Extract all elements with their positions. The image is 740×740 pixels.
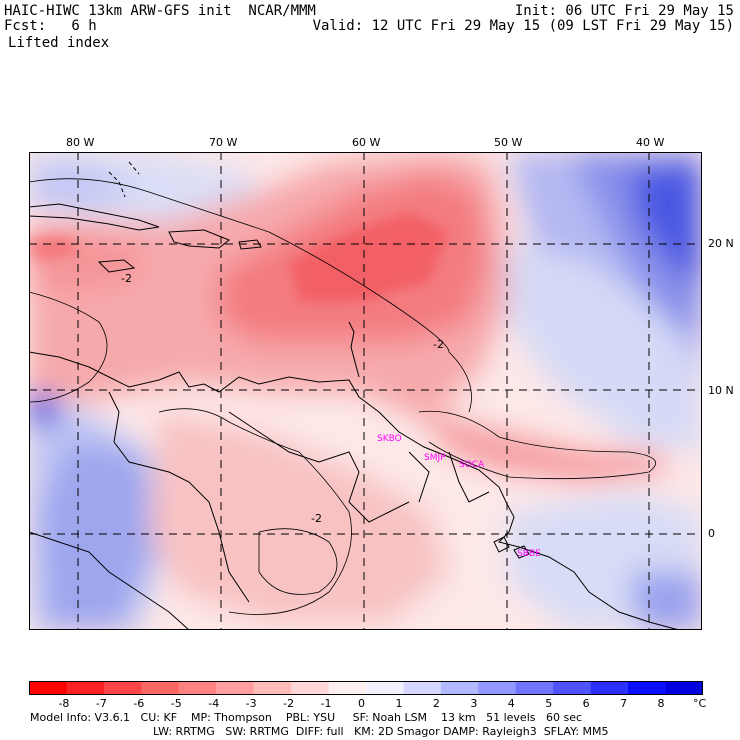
colorbar-swatch [403, 681, 442, 695]
colorbar-tick-label: -2 [283, 697, 295, 710]
lifted-index-map: -2 -2 -2 SKBO SMJP SOCA SBBE [29, 152, 702, 630]
lon-label-40w: 40 W [636, 136, 665, 149]
colorbar-ticks: -8 -7 -6 -5 -4 -3 -2 -1 0 1 2 3 4 5 6 7 8 °C [29, 697, 729, 710]
colorbar-swatch [29, 681, 67, 695]
lon-label-70w: 70 W [209, 136, 238, 149]
colorbar-tick-label: -7 [95, 697, 107, 710]
contour-label: -2 [121, 272, 132, 285]
colorbar-swatch [66, 681, 105, 695]
model-title: HAIC-HIWC 13km ARW-GFS init NCAR/MMM [4, 3, 316, 19]
station-label-skbo: SKBO [377, 434, 402, 444]
contour-label: -2 [433, 338, 444, 351]
lon-label-60w: 60 W [352, 136, 381, 149]
colorbar-swatch [178, 681, 217, 695]
colorbar-swatch [216, 681, 255, 695]
colorbar-unit: °C [693, 697, 707, 710]
footer-physics-info: LW: RRTMG SW: RRTMG DIFF: full KM: 2D Sm… [153, 725, 609, 738]
colorbar-tick-label: 0 [358, 697, 365, 710]
colorbar-tick-label: -6 [133, 697, 145, 710]
lat-label-10n: 10 N [708, 384, 734, 397]
colorbar-swatch [103, 681, 142, 695]
colorbar-tick-label: 4 [507, 697, 515, 710]
station-label-soca: SOCA [459, 460, 485, 470]
colorbar-frame [29, 681, 703, 695]
colorbar-swatch [628, 681, 667, 695]
colorbar-swatch [553, 681, 592, 695]
colorbar-tick-label: 6 [582, 697, 590, 710]
footer-model-info: Model Info: V3.6.1 CU: KF MP: Thompson P… [30, 711, 583, 724]
colorbar [29, 681, 703, 695]
contour-label: -2 [311, 512, 322, 525]
field-label: Lifted index [8, 35, 110, 51]
colorbar-swatch [366, 681, 404, 695]
colorbar-swatch [328, 681, 367, 695]
colorbar-swatch [665, 681, 703, 695]
colorbar-tick-label: -3 [245, 697, 257, 710]
lat-lon-grid [29, 152, 702, 630]
colorbar-swatch [515, 681, 554, 695]
station-label-smjp: SMJP [424, 453, 446, 463]
colorbar-swatch [253, 681, 292, 695]
colorbar-tick-label: 2 [432, 697, 440, 710]
colorbar-swatch [141, 681, 180, 695]
station-label-sbbe: SBBE [517, 549, 541, 559]
colorbar-swatch [291, 681, 330, 695]
colorbar-tick-label: 8 [657, 697, 665, 710]
contours [29, 178, 656, 615]
colorbar-swatch [478, 681, 517, 695]
colorbar-tick-label: 7 [620, 697, 628, 710]
coastlines [29, 161, 680, 630]
colorbar-swatch [590, 681, 629, 695]
lon-label-50w: 50 W [494, 136, 523, 149]
colorbar-tick-label: -1 [320, 697, 332, 710]
colorbar-tick-label: -4 [208, 697, 220, 710]
colorbar-swatch [440, 681, 479, 695]
colorbar-tick-label: 3 [470, 697, 478, 710]
valid-time: Valid: 12 UTC Fri 29 May 15 (09 LST Fri … [312, 18, 734, 34]
init-time: Init: 06 UTC Fri 29 May 15 [514, 3, 734, 19]
colorbar-tick-label: 1 [395, 697, 403, 710]
field-shading [29, 152, 702, 630]
lat-label-20n: 20 N [708, 237, 734, 250]
lat-label-0: 0 [708, 527, 715, 540]
colorbar-tick-label: -5 [170, 697, 182, 710]
colorbar-tick-label: 5 [545, 697, 553, 710]
map-frame [29, 152, 702, 630]
colorbar-tick-label: -8 [58, 697, 70, 710]
forecast-hour: Fcst: 6 h [4, 18, 97, 34]
lon-label-80w: 80 W [66, 136, 95, 149]
